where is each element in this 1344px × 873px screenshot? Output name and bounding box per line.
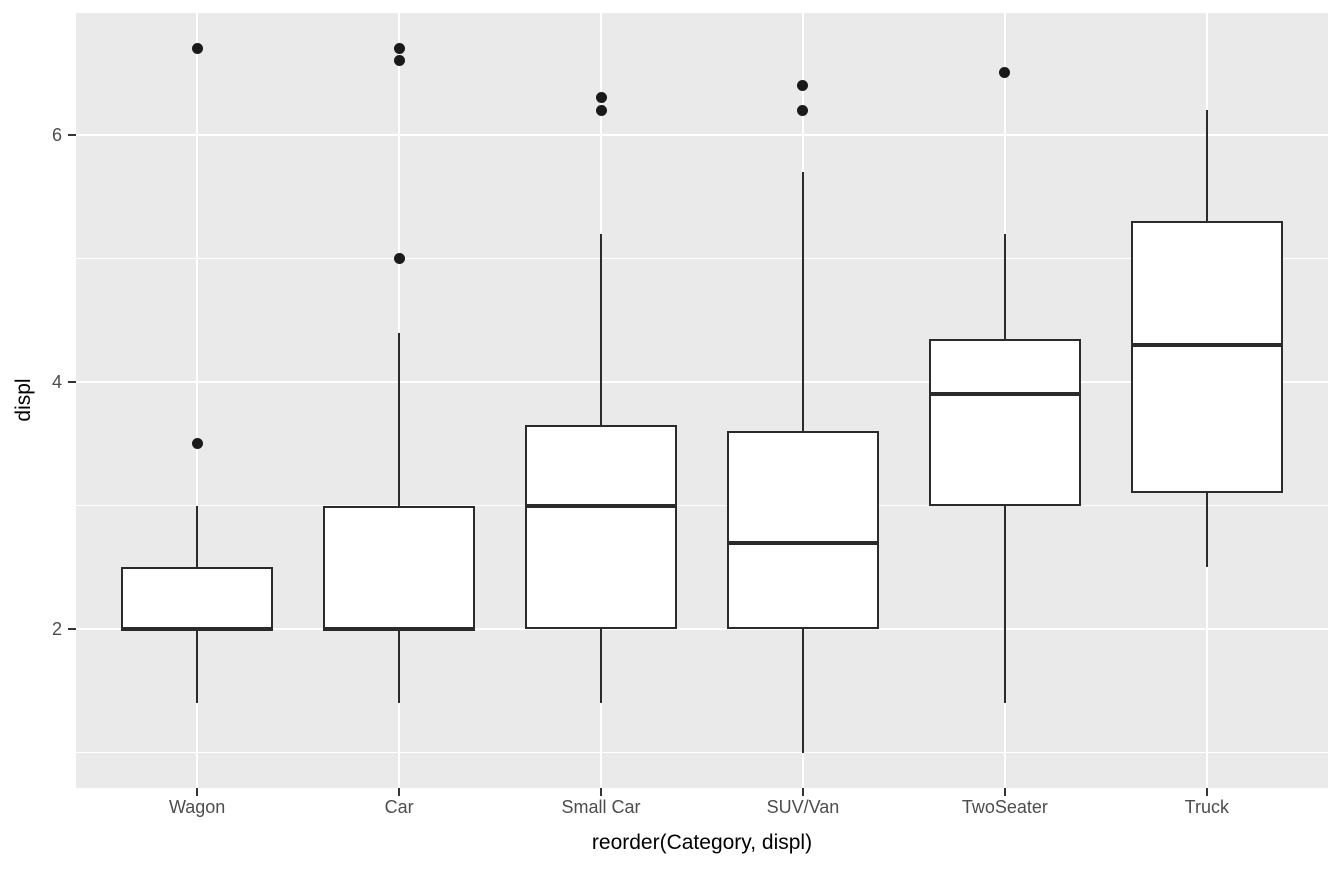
outlier-dot-small-car xyxy=(595,104,607,116)
whisker-upper-twoseater xyxy=(1003,233,1006,339)
median-line-twoseater xyxy=(929,392,1081,397)
box-twoseater xyxy=(929,338,1081,506)
x-tick-label-small-car: Small Car xyxy=(561,797,641,817)
outlier-dot-car xyxy=(393,252,405,264)
whisker-lower-small-car xyxy=(600,629,603,704)
gridline-major-horizontal xyxy=(76,628,1328,631)
whisker-upper-truck xyxy=(1205,110,1208,222)
x-axis-title: reorder(Category, displ) xyxy=(591,831,813,854)
x-tick-label-car: Car xyxy=(384,797,414,817)
x-tick-small-car xyxy=(600,788,603,796)
gridline-minor-horizontal xyxy=(76,505,1328,507)
gridline-major-horizontal xyxy=(76,380,1328,383)
outlier-dot-twoseater xyxy=(999,67,1011,79)
y-tick-label-2: 2 xyxy=(51,619,62,640)
outlier-dot-wagon xyxy=(191,438,203,450)
box-car xyxy=(323,505,475,630)
x-tick-truck xyxy=(1205,788,1208,796)
median-line-small-car xyxy=(525,503,677,508)
y-tick-label-6: 6 xyxy=(51,124,62,145)
whisker-upper-wagon xyxy=(196,505,199,568)
outlier-dot-suv-van xyxy=(797,79,809,91)
y-tick-2 xyxy=(68,628,76,631)
outlier-dot-car xyxy=(393,42,405,54)
plot-panel xyxy=(68,13,1328,796)
x-tick-suv-van xyxy=(801,788,804,796)
whisker-lower-wagon xyxy=(196,629,199,704)
outlier-dot-small-car xyxy=(595,92,607,104)
x-tick-label-wagon: Wagon xyxy=(168,797,226,817)
gridline-minor-horizontal xyxy=(76,257,1328,259)
gridline-major-vertical xyxy=(196,13,199,788)
whisker-lower-suv-van xyxy=(801,629,804,753)
whisker-upper-small-car xyxy=(600,233,603,426)
whisker-lower-truck xyxy=(1205,493,1208,568)
y-tick-label-4: 4 xyxy=(51,371,62,392)
x-tick-label-suv-van: SUV/Van xyxy=(766,797,840,817)
y-tick-6 xyxy=(68,133,76,136)
y-tick-4 xyxy=(68,380,76,383)
outlier-dot-wagon xyxy=(191,42,203,54)
x-tick-wagon xyxy=(196,788,199,796)
outlier-dot-suv-van xyxy=(797,104,809,116)
whisker-upper-car xyxy=(398,332,401,506)
gridline-minor-horizontal xyxy=(76,752,1328,754)
outlier-dot-car xyxy=(393,55,405,67)
whisker-upper-suv-van xyxy=(801,171,804,432)
whisker-lower-twoseater xyxy=(1003,505,1006,704)
median-line-truck xyxy=(1131,342,1283,347)
median-line-suv-van xyxy=(727,540,879,545)
box-small-car xyxy=(525,425,677,630)
box-suv-van xyxy=(727,431,879,630)
box-wagon xyxy=(121,567,273,630)
whisker-lower-car xyxy=(398,629,401,704)
x-tick-label-truck: Truck xyxy=(1184,797,1229,817)
x-tick-car xyxy=(398,788,401,796)
box-truck xyxy=(1131,221,1283,494)
median-line-car xyxy=(323,627,475,632)
gridline-major-horizontal xyxy=(76,133,1328,136)
x-tick-label-twoseater: TwoSeater xyxy=(961,797,1048,817)
median-line-wagon xyxy=(121,627,273,632)
x-tick-twoseater xyxy=(1003,788,1006,796)
